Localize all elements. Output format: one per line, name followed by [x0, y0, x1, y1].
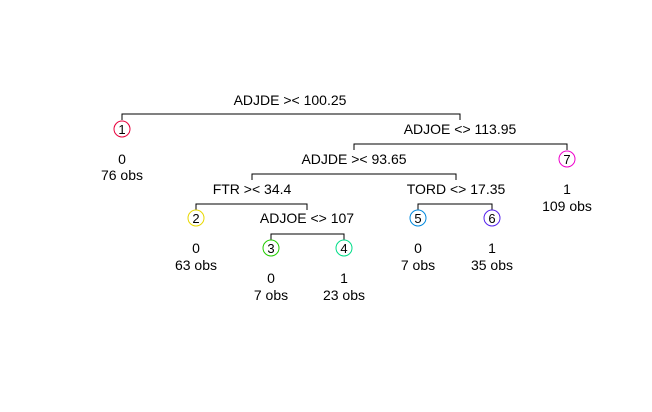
leaf-class-6: 1	[488, 240, 496, 256]
leaf-marker-1	[113, 120, 131, 138]
leaf-id-7: 7	[563, 152, 570, 167]
split-connector-s3	[251, 173, 457, 180]
leaf-id-6: 6	[488, 211, 495, 226]
leaf-node-4: 4 1 23 obs	[323, 239, 365, 303]
split-node-s2: ADJOE <> 113.95	[353, 121, 568, 150]
split-node-s4: FTR >< 34.4	[195, 181, 308, 210]
leaf-id-2: 2	[192, 211, 199, 226]
split-label-s5: TORD <> 17.35	[407, 181, 506, 197]
leaf-obs-5: 7 obs	[401, 257, 435, 273]
split-connector-s6	[270, 233, 345, 240]
leaf-marker-4	[335, 239, 353, 257]
leaf-node-6: 6 1 35 obs	[471, 209, 513, 273]
leaf-id-5: 5	[414, 211, 421, 226]
split-node-s6: ADJOE <> 107	[260, 210, 354, 240]
split-label-s6: ADJOE <> 107	[260, 210, 354, 226]
leaf-id-1: 1	[118, 122, 125, 137]
split-label-s3: ADJDE >< 93.65	[301, 151, 406, 167]
split-label-s4: FTR >< 34.4	[213, 181, 292, 197]
split-node-s5: TORD <> 17.35	[407, 181, 506, 210]
leaf-node-5: 5 0 7 obs	[401, 209, 435, 273]
leaf-node-3: 3 0 7 obs	[254, 239, 288, 303]
leaf-node-2: 2 0 63 obs	[175, 209, 217, 273]
leaf-obs-2: 63 obs	[175, 257, 217, 273]
split-label-s2: ADJOE <> 113.95	[404, 121, 517, 137]
split-connector-s5	[417, 203, 493, 210]
leaf-class-2: 0	[192, 240, 200, 256]
split-label-s1: ADJDE >< 100.25	[234, 92, 347, 108]
leaf-obs-6: 35 obs	[471, 257, 513, 273]
split-node-s3: ADJDE >< 93.65	[251, 151, 457, 180]
split-node-s1: ADJDE >< 100.25	[121, 92, 461, 120]
leaf-node-1: 1 0 76 obs	[101, 120, 143, 183]
leaf-class-4: 1	[340, 270, 348, 286]
leaf-obs-3: 7 obs	[254, 287, 288, 303]
leaf-obs-4: 23 obs	[323, 287, 365, 303]
leaf-marker-2	[187, 209, 205, 227]
leaf-class-5: 0	[414, 240, 422, 256]
split-connector-s2	[353, 143, 568, 150]
leaf-class-1: 0	[118, 151, 126, 167]
leaf-node-7: 7 1 109 obs	[542, 150, 592, 214]
leaf-id-4: 4	[340, 241, 347, 256]
split-connector-s1	[121, 113, 461, 120]
leaf-marker-6	[483, 209, 501, 227]
leaf-obs-1: 76 obs	[101, 167, 143, 183]
leaf-class-3: 0	[267, 270, 275, 286]
leaf-marker-5	[409, 209, 427, 227]
leaf-marker-7	[558, 150, 576, 168]
leaf-obs-7: 109 obs	[542, 198, 592, 214]
split-connector-s4	[195, 203, 308, 210]
leaf-marker-3	[262, 239, 280, 257]
leaf-class-7: 1	[563, 181, 571, 197]
leaf-id-3: 3	[267, 241, 274, 256]
